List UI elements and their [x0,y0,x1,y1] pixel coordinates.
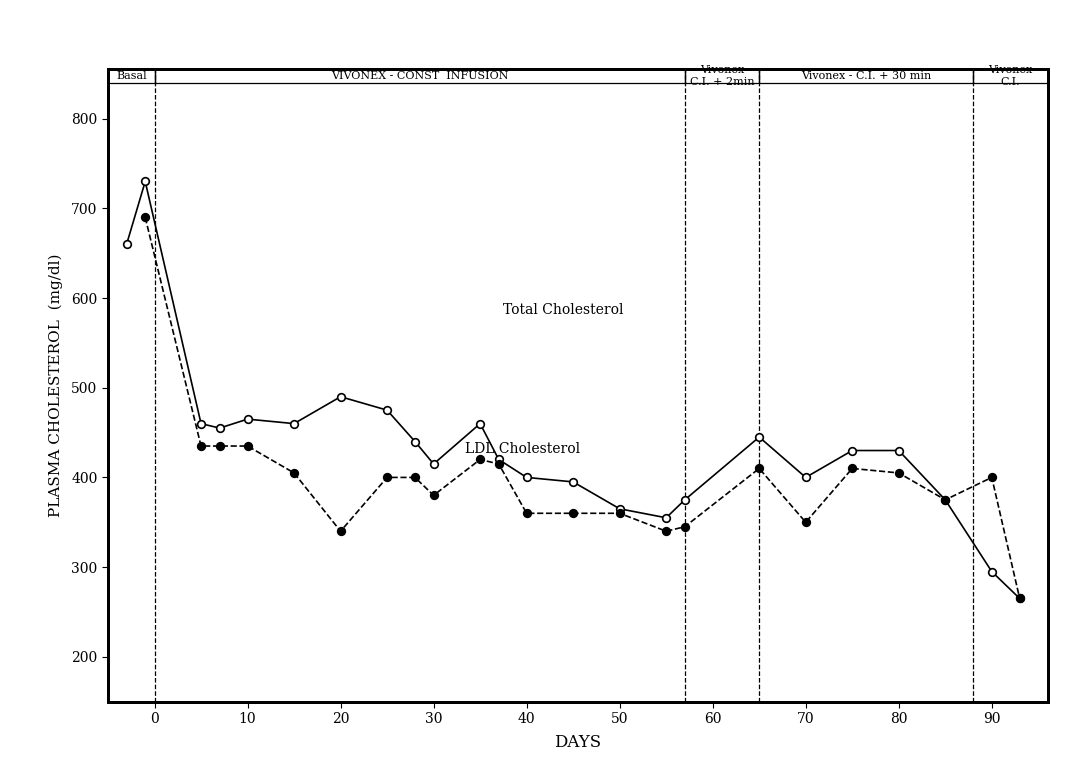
Text: Vivonex
C.I. + 2min: Vivonex C.I. + 2min [690,66,754,87]
Text: Vivonex - C.I. + 30 min: Vivonex - C.I. + 30 min [801,71,931,81]
Text: LDL Cholesterol: LDL Cholesterol [465,442,580,456]
Text: Vivonex
C.I.: Vivonex C.I. [988,66,1032,87]
Text: Basal: Basal [116,71,147,81]
Text: VIVONEX - CONST  INFUSION: VIVONEX - CONST INFUSION [330,71,509,81]
Text: Total Cholesterol: Total Cholesterol [502,303,623,317]
X-axis label: DAYS: DAYS [554,734,602,752]
Y-axis label: PLASMA CHOLESTEROL  (mg/dl): PLASMA CHOLESTEROL (mg/dl) [49,254,63,517]
